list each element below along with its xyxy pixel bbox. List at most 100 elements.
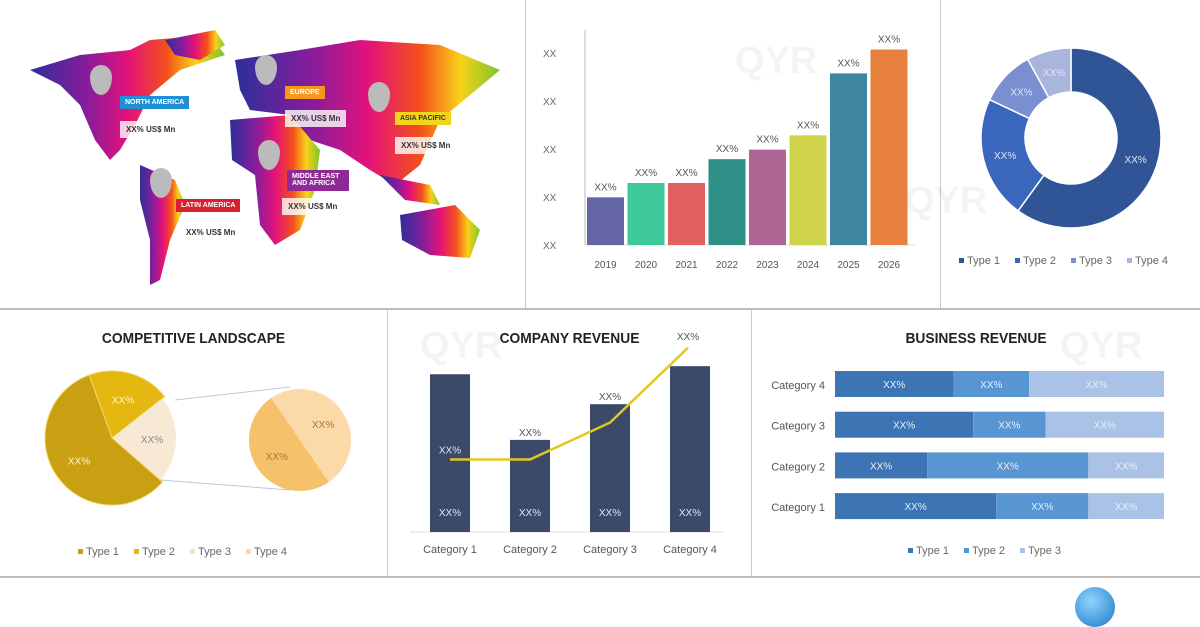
globe-icon	[1075, 587, 1115, 627]
legend-swatch	[908, 548, 913, 553]
region-value: XX% US$ Mn	[282, 198, 344, 215]
legend-label: Type 4	[1135, 255, 1168, 267]
bar-segment	[1029, 371, 1164, 397]
legend-label: Type 2	[1023, 255, 1056, 267]
legend-label: Type 2	[142, 546, 175, 558]
bar	[708, 159, 746, 245]
data-label: XX%	[997, 461, 1019, 472]
region-label: ASIA PACIFIC	[395, 112, 451, 126]
data-label: XX%	[675, 168, 697, 179]
pie-slice	[88, 370, 166, 439]
donut-slice	[1026, 47, 1072, 99]
legend-swatch	[1071, 258, 1076, 263]
watermark: QYR	[735, 40, 817, 83]
bar	[590, 404, 630, 532]
legend-swatch	[1020, 548, 1025, 553]
y-tick-label: XX	[543, 241, 557, 252]
region-label: MIDDLE EAST AND AFRICA	[287, 170, 349, 191]
y-tick-label: Category 4	[771, 380, 825, 392]
data-label: XX%	[870, 461, 892, 472]
line-label: XX%	[677, 332, 699, 343]
bar-label: XX%	[679, 508, 701, 519]
divider	[940, 0, 941, 308]
connector-line	[174, 386, 291, 401]
legend-swatch	[1015, 258, 1020, 263]
legend-label: Type 3	[1079, 255, 1112, 267]
watermark: QYR	[1060, 325, 1142, 368]
sub-pie-slice	[248, 397, 329, 492]
x-tick-label: 2019	[594, 260, 617, 271]
data-label: XX%	[599, 392, 621, 403]
bar-segment	[953, 371, 1030, 397]
data-label: XX%	[837, 58, 859, 69]
data-label: XX%	[1115, 502, 1137, 513]
y-tick-label: XX	[543, 97, 557, 108]
data-label: XX%	[519, 428, 541, 439]
bar-segment	[996, 493, 1089, 520]
pie-slice	[44, 374, 164, 506]
bar	[749, 149, 786, 245]
chart-title: COMPETITIVE LANDSCAPE	[101, 330, 286, 347]
bar-label: XX%	[599, 508, 621, 519]
legend-label: Type 4	[254, 546, 287, 558]
x-tick-label: Category 1	[423, 544, 477, 556]
bar-segment	[927, 452, 1089, 479]
legend-swatch	[246, 549, 251, 554]
bar-label: XX%	[439, 508, 461, 519]
data-label: XX%	[883, 380, 905, 391]
data-label: XX%	[1031, 502, 1053, 513]
legend-label: Type 2	[972, 545, 1005, 557]
x-tick-label: 2023	[756, 260, 779, 271]
x-tick-label: 2022	[716, 260, 739, 271]
region-label: LATIN AMERICA	[176, 199, 241, 213]
type-donut-chart: XX% XX% XX% XX% Type 1 Type 2 Type 3 Type 4	[959, 47, 1168, 267]
x-tick-label: 2024	[797, 260, 820, 271]
data-label: XX%	[68, 457, 90, 468]
map-pin-icon	[90, 65, 112, 95]
chart-title: COMPANY REVENUE	[499, 330, 640, 347]
legend-label: Type 1	[86, 546, 119, 558]
data-label: XX%	[904, 502, 926, 513]
bar	[668, 183, 705, 245]
data-label: XX%	[1085, 380, 1107, 391]
legend-swatch	[190, 549, 195, 554]
bar	[627, 183, 665, 245]
data-label: XX%	[1115, 461, 1137, 472]
divider	[525, 0, 526, 308]
data-label: XX%	[266, 452, 288, 463]
legend-swatch	[959, 258, 964, 263]
map-pin-icon	[368, 82, 390, 112]
x-tick-label: 2020	[635, 260, 658, 271]
watermark: QYR	[420, 325, 502, 368]
bar	[510, 439, 550, 532]
legend-swatch	[964, 548, 969, 553]
y-tick-label: XX	[543, 193, 557, 204]
bar-segment	[835, 493, 997, 520]
y-tick-label: Category 1	[771, 502, 825, 514]
line-label: XX%	[439, 445, 461, 456]
data-label: XX%	[756, 135, 778, 146]
y-tick-label: XX	[543, 49, 557, 60]
divider	[751, 310, 752, 578]
map-pin-icon	[150, 168, 172, 198]
divider	[387, 310, 388, 578]
region-value: XX% US$ Mn	[285, 110, 347, 127]
yearly-bar-chart: XX XX XX XX XX XX% 2019 XX% 2020 XX% 2021 XX% 2022 XX…	[543, 30, 915, 271]
connector-line	[159, 479, 291, 491]
data-label: XX%	[1010, 87, 1032, 98]
bar	[587, 197, 624, 245]
divider	[0, 576, 1200, 578]
data-label: XX%	[141, 435, 163, 446]
chart-title: BUSINESS REVENUE	[905, 330, 1047, 347]
legend-swatch	[78, 549, 83, 554]
divider	[0, 308, 1200, 310]
data-label: XX%	[635, 168, 657, 179]
bar-segment	[835, 411, 974, 438]
bar-segment	[1045, 411, 1164, 438]
legend-label: Type 1	[916, 545, 949, 557]
map-pin-icon	[258, 140, 280, 170]
x-tick-label: 2025	[837, 260, 860, 271]
legend-swatch	[134, 549, 139, 554]
y-tick-label: XX	[543, 145, 557, 156]
bar-segment	[1088, 452, 1164, 479]
